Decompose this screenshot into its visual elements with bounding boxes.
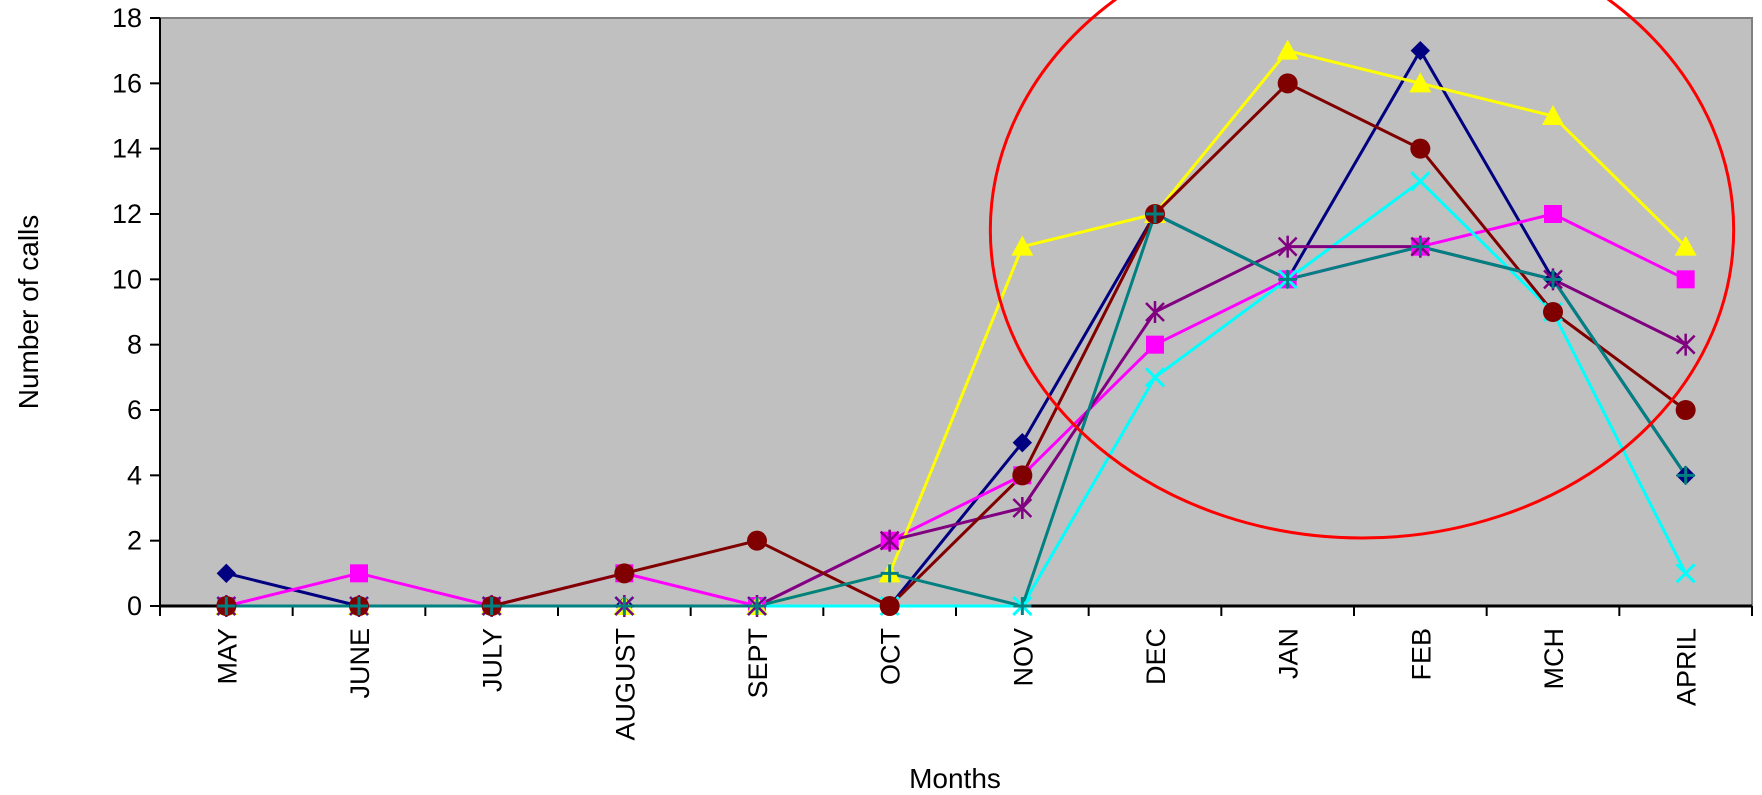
series-line-7 — [226, 212, 1687, 608]
marker-star — [1675, 333, 1696, 356]
marker-plus — [482, 597, 501, 615]
x-tick-label: MCH — [1539, 628, 1569, 690]
x-tick-label: NOV — [1008, 628, 1038, 687]
marker-circle — [1012, 465, 1033, 486]
y-tick-label: 14 — [112, 134, 142, 164]
x-tick-label: FEB — [1406, 628, 1436, 681]
marker-plus — [1146, 205, 1164, 223]
marker-star — [1145, 301, 1165, 323]
marker-circle — [1410, 138, 1431, 159]
marker-triangle — [1011, 235, 1034, 256]
y-tick-label: 0 — [127, 591, 142, 621]
marker-diamond — [216, 563, 237, 584]
x-tick-label: DEC — [1141, 628, 1171, 685]
series-lines — [225, 49, 1688, 608]
marker-square — [1146, 335, 1164, 354]
marker-circle — [747, 530, 767, 551]
marker-x-stroke — [1144, 367, 1166, 388]
marker-plus — [880, 564, 899, 583]
x-tick-label: APRIL — [1672, 628, 1702, 706]
y-tick-label: 8 — [127, 330, 142, 360]
y-tick-label: 12 — [112, 199, 142, 229]
marker-circle — [879, 596, 900, 616]
marker-triangle — [1276, 39, 1299, 60]
marker-star — [879, 529, 900, 552]
marker-circle — [1543, 302, 1563, 322]
y-tick-label: 18 — [112, 3, 142, 33]
marker-x — [1144, 367, 1166, 388]
marker-plus — [1676, 466, 1695, 485]
marker-triangle — [1542, 105, 1564, 125]
marker-plus — [1013, 597, 1032, 615]
marker-plus — [1544, 270, 1562, 289]
marker-triangle — [1409, 72, 1432, 93]
y-tick-label: 10 — [112, 264, 142, 294]
marker-star — [1012, 497, 1033, 519]
series-line-2 — [225, 212, 1687, 608]
marker-circle — [614, 563, 635, 584]
marker-plus — [748, 597, 766, 615]
y-tick-label: 4 — [127, 460, 142, 490]
marker-plus — [1278, 270, 1297, 289]
x-tick-label: JUNE — [345, 628, 375, 699]
marker-x-stroke — [1410, 171, 1431, 192]
marker-plus — [350, 597, 368, 615]
marker-square — [350, 564, 368, 583]
x-tick-label: AUGUST — [610, 628, 640, 741]
marker-square — [1676, 270, 1695, 289]
tick-labels: 0 2 4 6 8 10 12 14 16 18 MAY JUNE JULY AUGUST SEPT OCT N… — [112, 3, 1702, 741]
x-tick-label: MAY — [212, 628, 242, 685]
y-tick-label: 16 — [112, 68, 142, 98]
marker-circle — [1675, 400, 1696, 420]
highlight-ellipse — [988, 0, 1736, 540]
y-tick-label: 6 — [127, 395, 142, 425]
marker-triangle — [1674, 235, 1697, 256]
marker-diamond — [1410, 40, 1431, 61]
x-tick-label: JULY — [478, 628, 508, 692]
marker-plus — [217, 597, 236, 615]
marker-x — [1675, 563, 1696, 584]
marker-x — [1410, 171, 1431, 192]
marker-x-stroke — [1675, 563, 1696, 584]
y-tick-label: 2 — [127, 526, 142, 556]
x-tick-label: OCT — [876, 628, 906, 685]
marker-star — [1277, 235, 1298, 258]
x-tick-label: SEPT — [743, 628, 773, 699]
marker-plus — [1411, 237, 1430, 256]
marker-diamond — [1012, 432, 1033, 453]
marker-plus — [615, 597, 634, 615]
y-axis-title: Number of calls — [13, 215, 44, 410]
marker-square — [1544, 205, 1562, 223]
marker-circle — [1277, 73, 1298, 94]
series-markers — [215, 39, 1697, 617]
x-tick-label: JAN — [1274, 628, 1304, 679]
x-axis-title: Months — [909, 763, 1001, 794]
